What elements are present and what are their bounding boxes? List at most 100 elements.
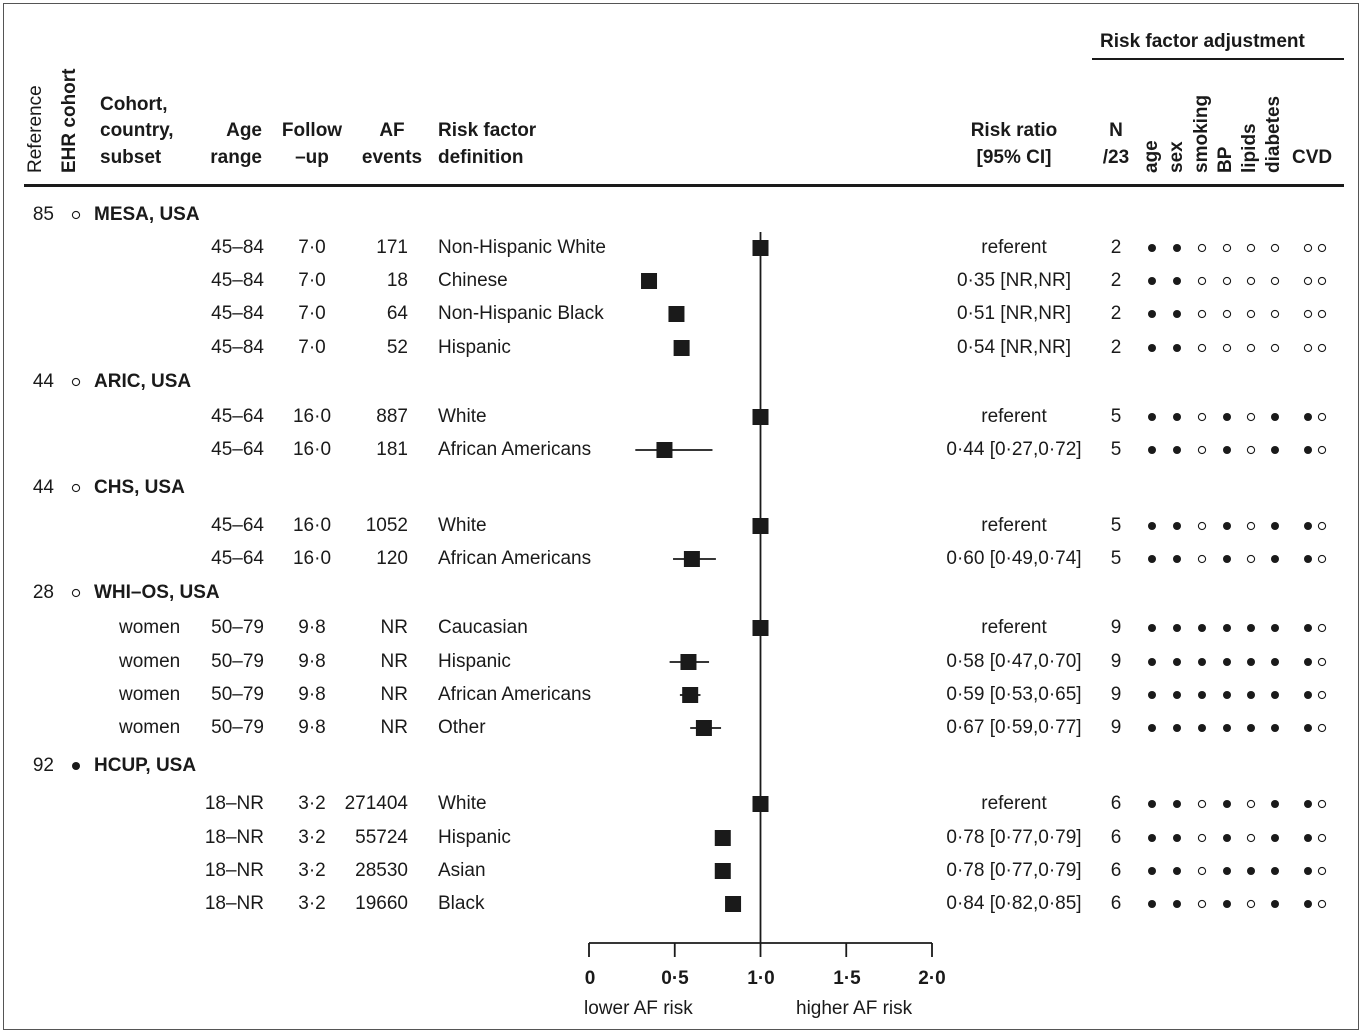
row-follow-up: 7·0 <box>298 337 326 358</box>
row-af-events: NR <box>380 651 408 672</box>
row-risk-ratio: referent <box>981 406 1047 427</box>
row-risk-ratio: 0·58 [0·47,0·70] <box>946 651 1082 672</box>
adjustment-dot-sex <box>1173 624 1181 632</box>
higher-risk-label: higher AF risk <box>796 998 913 1019</box>
adjustment-dot-diabetes <box>1270 243 1280 253</box>
row-af-events: NR <box>380 617 408 638</box>
cvd-dot <box>1304 867 1312 875</box>
point-estimate <box>714 830 731 846</box>
row-n-adjusted: 6 <box>1110 893 1122 914</box>
row-n-adjusted: 9 <box>1110 617 1122 638</box>
row-af-events: 52 <box>386 337 408 358</box>
adjustment-dot-BP <box>1223 555 1231 563</box>
row-definition: White <box>438 793 487 814</box>
row-risk-ratio: 0·54 [NR,NR] <box>956 337 1072 358</box>
row-definition: African Americans <box>438 548 592 569</box>
adjustment-dot-age <box>1148 900 1156 908</box>
cohort-header-line-2: country, <box>100 120 174 141</box>
row-af-events: 28530 <box>355 860 408 881</box>
adjustment-dot-sex <box>1173 522 1181 530</box>
adjustment-dot-lipids <box>1246 521 1256 531</box>
n-header-line-1: N <box>1109 120 1123 141</box>
adjustment-dot-lipids <box>1246 799 1256 809</box>
axis-tick-label-0: 0 <box>584 968 596 989</box>
row-af-events: 171 <box>376 237 408 258</box>
point-estimate <box>682 687 699 703</box>
row-definition: Other <box>438 717 486 738</box>
row-n-adjusted: 5 <box>1110 548 1122 569</box>
row-age-range: 45–84 <box>211 337 264 358</box>
adjustment-dot-diabetes <box>1271 724 1279 732</box>
point-estimate <box>680 654 697 670</box>
adjustment-dot-smoking <box>1197 445 1207 455</box>
cvd-dot <box>1303 276 1313 286</box>
cohort-reference: 44 <box>32 371 54 392</box>
row-follow-up: 9·8 <box>298 617 326 638</box>
row-n-adjusted: 6 <box>1110 860 1122 881</box>
adjustment-dot-diabetes <box>1270 309 1280 319</box>
cohort-reference: 28 <box>32 582 54 603</box>
row-age-range: 45–84 <box>211 303 264 324</box>
cvd-dot <box>1304 658 1312 666</box>
adjustment-dot-diabetes <box>1271 446 1279 454</box>
row-af-events: 1052 <box>365 515 408 536</box>
adjustment-dot-diabetes <box>1271 555 1279 563</box>
adjustment-dot-age <box>1148 867 1156 875</box>
adjustment-dot-sex <box>1173 900 1181 908</box>
row-age-range: 18–NR <box>204 793 264 814</box>
row-af-events: 19660 <box>355 893 408 914</box>
row-follow-up: 3·2 <box>298 827 326 848</box>
adjustment-dot-age <box>1148 834 1156 842</box>
cvd-dot <box>1317 799 1327 809</box>
row-af-events: 271404 <box>344 793 408 814</box>
ehr-cohort-marker <box>71 210 81 220</box>
row-age-range: 45–84 <box>211 270 264 291</box>
adjustment-dot-BP <box>1223 446 1231 454</box>
cvd-dot <box>1317 623 1327 633</box>
adjustment-dot-diabetes <box>1271 658 1279 666</box>
row-risk-ratio: 0·78 [0·77,0·79] <box>946 827 1082 848</box>
adjustment-dot-age <box>1148 658 1156 666</box>
adjustment-dot-lipids <box>1247 624 1255 632</box>
adjustment-dot-diabetes <box>1271 800 1279 808</box>
adjustment-dot-smoking <box>1197 276 1207 286</box>
row-n-adjusted: 6 <box>1110 793 1122 814</box>
row-definition: Hispanic <box>438 827 511 848</box>
row-subset: women <box>119 651 181 672</box>
adjustment-dot-lipids <box>1247 867 1255 875</box>
row-definition: White <box>438 515 487 536</box>
adjustment-dot-age <box>1148 310 1156 318</box>
row-follow-up: 16·0 <box>292 515 332 536</box>
row-n-adjusted: 5 <box>1110 406 1122 427</box>
row-age-range: 50–79 <box>211 684 264 705</box>
row-definition: Non-Hispanic White <box>438 237 606 258</box>
adjustment-dot-BP <box>1222 309 1232 319</box>
row-af-events: 181 <box>376 439 408 460</box>
cohort-name: ARIC, USA <box>94 371 192 392</box>
adjustment-dot-smoking <box>1197 554 1207 564</box>
row-risk-ratio: 0·67 [0·59,0·77] <box>946 717 1082 738</box>
adjustment-dot-BP <box>1222 343 1232 353</box>
adjustment-dot-age <box>1148 624 1156 632</box>
adjustment-dot-smoking <box>1198 724 1206 732</box>
adjustment-dot-lipids <box>1246 276 1256 286</box>
adjustment-dot-sex <box>1173 834 1181 842</box>
adjustment-dot-smoking <box>1197 309 1207 319</box>
cvd-dot <box>1304 413 1312 421</box>
row-af-events: 55724 <box>355 827 408 848</box>
row-af-events: 120 <box>376 548 408 569</box>
row-definition: Hispanic <box>438 337 511 358</box>
row-n-adjusted: 6 <box>1110 827 1122 848</box>
cohort-reference: 85 <box>32 204 54 225</box>
row-age-range: 18–NR <box>204 827 264 848</box>
adjustment-dot-smoking <box>1197 521 1207 531</box>
row-follow-up: 7·0 <box>298 237 326 258</box>
adjustment-dot-lipids <box>1246 554 1256 564</box>
row-n-adjusted: 9 <box>1110 684 1122 705</box>
adjustment-dot-smoking <box>1197 833 1207 843</box>
cvd-dot <box>1303 243 1313 253</box>
adjustment-dot-smoking <box>1197 343 1207 353</box>
adjustment-dot-BP <box>1223 900 1231 908</box>
adjustment-dot-lipids <box>1246 445 1256 455</box>
